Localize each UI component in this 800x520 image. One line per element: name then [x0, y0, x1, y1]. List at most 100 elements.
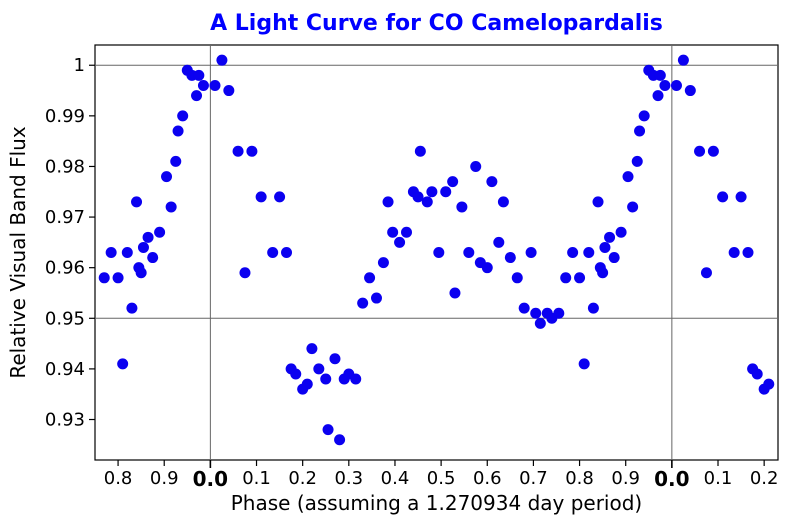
data-point: [154, 227, 165, 238]
data-point: [334, 434, 345, 445]
data-point: [143, 232, 154, 243]
x-tick-label: 0.1: [704, 468, 733, 489]
x-tick-label: 0.9: [611, 468, 640, 489]
data-point: [323, 424, 334, 435]
data-point: [505, 252, 516, 263]
data-point: [233, 146, 244, 157]
data-point: [246, 146, 257, 157]
data-point: [717, 191, 728, 202]
y-tick-label: 0.95: [45, 308, 85, 329]
data-point: [583, 247, 594, 258]
data-point: [117, 358, 128, 369]
data-point: [567, 247, 578, 258]
data-point: [113, 272, 124, 283]
data-point: [106, 247, 117, 258]
data-point: [383, 196, 394, 207]
data-point: [239, 267, 250, 278]
data-point: [752, 368, 763, 379]
data-point: [597, 267, 608, 278]
data-point: [609, 252, 620, 263]
data-point: [126, 303, 137, 314]
data-point: [136, 267, 147, 278]
data-point: [634, 126, 645, 137]
x-tick-label: 0.9: [150, 468, 179, 489]
data-point: [535, 318, 546, 329]
data-point: [209, 80, 220, 91]
data-point: [470, 161, 481, 172]
data-point: [653, 90, 664, 101]
y-tick-label: 0.93: [45, 410, 85, 431]
data-point: [378, 257, 389, 268]
data-point: [743, 247, 754, 258]
data-point: [659, 80, 670, 91]
data-point: [166, 201, 177, 212]
data-point: [357, 298, 368, 309]
y-tick-label: 0.94: [45, 359, 85, 380]
chart-background: [0, 0, 800, 520]
data-point: [170, 156, 181, 167]
data-point: [604, 232, 615, 243]
data-point: [216, 55, 227, 66]
data-point: [413, 191, 424, 202]
data-point: [678, 55, 689, 66]
data-point: [122, 247, 133, 258]
data-point: [329, 353, 340, 364]
data-point: [530, 308, 541, 319]
data-point: [694, 146, 705, 157]
x-tick-label: 0.3: [334, 468, 363, 489]
y-axis-label: Relative Visual Band Flux: [6, 126, 30, 379]
data-point: [519, 303, 530, 314]
data-point: [415, 146, 426, 157]
data-point: [394, 237, 405, 248]
data-point: [447, 176, 458, 187]
data-point: [99, 272, 110, 283]
y-tick-label: 0.96: [45, 258, 85, 279]
data-point: [173, 126, 184, 137]
data-point: [161, 171, 172, 182]
x-tick-label: 0.5: [427, 468, 456, 489]
data-point: [147, 252, 158, 263]
x-tick-label: 0.1: [242, 468, 271, 489]
data-point: [560, 272, 571, 283]
x-tick-label: 0.2: [750, 468, 779, 489]
data-point: [671, 80, 682, 91]
data-point: [593, 196, 604, 207]
y-tick-label: 0.97: [45, 207, 85, 228]
data-point: [599, 242, 610, 253]
x-tick-label: 0.2: [288, 468, 317, 489]
data-point: [639, 110, 650, 121]
data-point: [486, 176, 497, 187]
data-point: [281, 247, 292, 258]
data-point: [729, 247, 740, 258]
data-point: [482, 262, 493, 273]
y-tick-label: 0.99: [45, 106, 85, 127]
data-point: [426, 186, 437, 197]
data-point: [131, 196, 142, 207]
x-tick-label: 0.6: [473, 468, 502, 489]
data-point: [498, 196, 509, 207]
data-point: [138, 242, 149, 253]
data-point: [685, 85, 696, 96]
x-tick-label-bold: 0.0: [654, 467, 689, 491]
data-point: [526, 247, 537, 258]
data-point: [401, 227, 412, 238]
data-point: [302, 379, 313, 390]
data-point: [553, 308, 564, 319]
data-point: [256, 191, 267, 202]
data-point: [701, 267, 712, 278]
chart-container: 0.80.90.10.20.30.40.50.60.70.80.90.10.20…: [0, 0, 800, 520]
data-point: [223, 85, 234, 96]
data-point: [267, 247, 278, 258]
x-tick-label: 0.7: [519, 468, 548, 489]
data-point: [290, 368, 301, 379]
data-point: [623, 171, 634, 182]
chart-title: A Light Curve for CO Camelopardalis: [210, 11, 663, 36]
data-point: [191, 90, 202, 101]
data-point: [579, 358, 590, 369]
data-point: [364, 272, 375, 283]
y-tick-label: 1: [74, 55, 85, 76]
data-point: [736, 191, 747, 202]
data-point: [313, 363, 324, 374]
data-point: [655, 70, 666, 81]
data-point: [422, 196, 433, 207]
